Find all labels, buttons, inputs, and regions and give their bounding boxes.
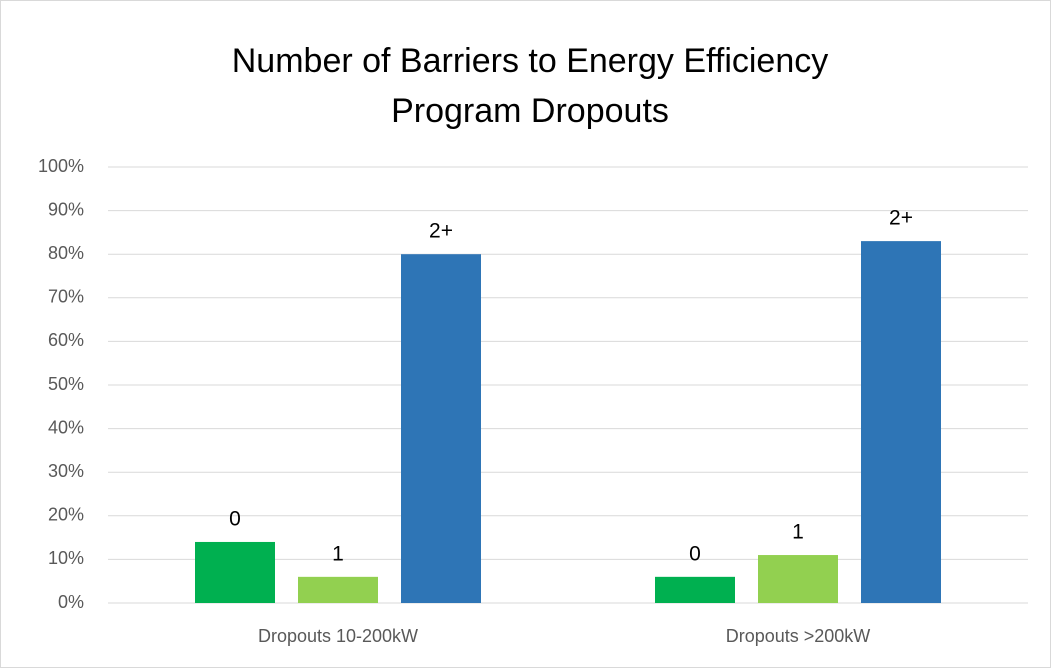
- chart-title: Number of Barriers to Energy Efficiency …: [231, 42, 829, 130]
- data-label: 2+: [889, 207, 913, 230]
- y-tick-label: 30%: [48, 461, 84, 481]
- x-tick-label: Dropouts 10-200kW: [258, 626, 418, 646]
- y-tick-label: 80%: [48, 243, 84, 263]
- bar: [298, 576, 378, 603]
- data-label: 0: [229, 508, 241, 531]
- data-label: 1: [332, 542, 344, 565]
- y-tick-label: 70%: [48, 287, 84, 307]
- y-tick-label: 20%: [48, 505, 84, 525]
- data-label: 0: [689, 542, 701, 565]
- y-tick-label: 60%: [48, 330, 84, 350]
- x-tick-label: Dropouts >200kW: [726, 626, 871, 646]
- y-tick-label: 10%: [48, 548, 84, 568]
- y-tick-label: 90%: [48, 199, 84, 219]
- data-label: 2+: [429, 220, 453, 243]
- bar: [861, 241, 941, 603]
- bar: [758, 555, 838, 603]
- bar: [401, 254, 481, 603]
- data-label: 1: [792, 521, 804, 544]
- y-tick-label: 100%: [38, 156, 84, 176]
- bar: [195, 541, 275, 603]
- y-tick-label: 40%: [48, 417, 84, 437]
- y-tick-label: 0%: [58, 592, 84, 612]
- bar: [655, 576, 735, 603]
- y-tick-label: 50%: [48, 374, 84, 394]
